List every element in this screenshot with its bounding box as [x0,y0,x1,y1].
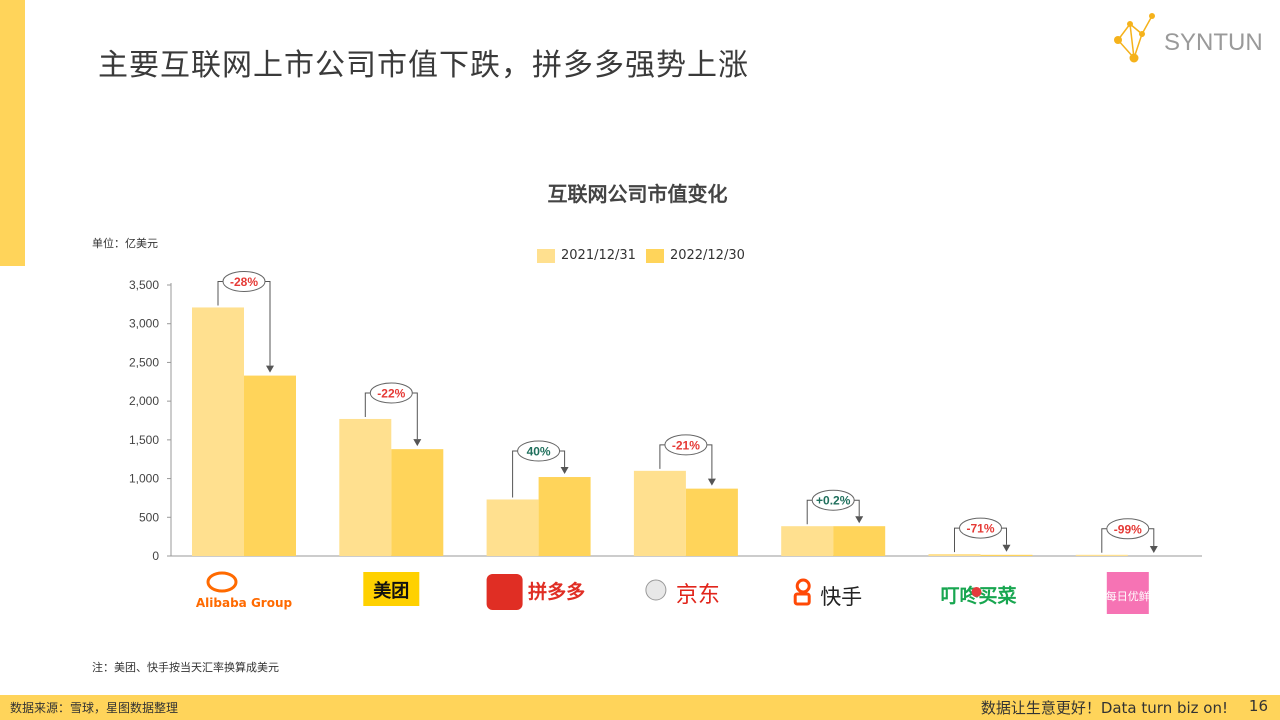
change-arrow [560,467,569,475]
side-accent-bar [0,0,25,266]
change-arrow [266,365,274,373]
legend-swatch-2021 [537,248,555,263]
syntun-logo: SYNTUN [1114,13,1263,63]
page-title: 主要互联网上市公司市值下跌，拼多多强势上涨 [98,48,749,83]
missfresh-logo-icon [1106,572,1149,614]
bar-2021 [633,470,686,556]
legend-item-2021: 2021/12/31 [537,248,636,263]
data-source: 数据来源：雪球，星图数据整理 [10,701,179,715]
legend-item-2022: 2022/12/30 [645,248,745,263]
y-tick-label: 3,500 [129,278,159,292]
kuaishou-logo-icon [795,578,811,594]
kuaishou-logo-icon-base [793,592,811,606]
change-arrow [1002,544,1011,552]
change-arrow [855,516,864,524]
change-label: -71% [966,522,994,536]
change-badge [664,434,708,456]
dingdong-logo-icon [971,587,982,597]
jd-logo-icon [645,579,667,601]
bar-2021 [928,554,981,556]
unit-label: 单位：亿美元 [92,237,158,250]
y-tick-label: 2,500 [129,355,159,369]
bar-2021 [192,307,244,556]
y-tick-label: 1,500 [129,433,159,447]
change-label: -21% [672,438,700,452]
chart-legend: 2021/12/31 2022/12/30 [537,248,745,263]
bar-2022 [391,449,444,556]
bar-2022 [833,526,886,556]
bar-2021 [339,418,392,556]
y-tick-label: 2,000 [129,394,159,408]
bar-2022 [685,488,738,556]
meituan-logo-text: 美团 [373,580,409,602]
change-arrow [413,439,422,447]
change-label: 40% [527,445,551,459]
jd-logo-text: 京东 [676,583,720,608]
change-badge [959,517,1002,539]
missfresh-logo-text: 每日优鲜 [1106,589,1150,603]
y-tick-label: 3,000 [129,317,159,331]
brand-text: SYNTUN [1164,29,1263,56]
bar-2021 [1075,554,1128,556]
change-badge [811,489,855,511]
change-label: +0.2% [816,494,851,508]
y-tick-label: 1,000 [129,472,159,486]
bar-2022 [538,477,591,556]
y-tick-label: 500 [139,510,159,524]
bar-2021 [486,499,539,556]
page-number: 16 [1248,697,1268,715]
change-label: -22% [377,386,405,400]
y-tick-label: 0 [152,549,159,563]
footnote: 注：美团、快手按当天汇率换算成美元 [92,661,279,674]
chart-title: 互联网公司市值变化 [547,182,728,206]
change-label: -99% [1114,522,1142,536]
legend-label-2022: 2022/12/30 [669,248,745,263]
change-arrow [1149,546,1158,553]
market-cap-bar-chart: 0 500 1,000 1,500 2,000 2,500 3,000 3,500 -28% -2… [129,270,1202,614]
change-arrow [707,478,716,486]
kuaishou-logo-text: 快手 [820,585,862,609]
pinduoduo-logo-icon [486,574,523,610]
bar-2022 [244,375,296,556]
footer-bar: 数据来源：雪球，星图数据整理 数据让生意更好！Data turn biz on!… [0,695,1280,720]
bar-2021 [781,526,834,556]
pinduoduo-logo-text: 拼多多 [528,580,585,603]
meituan-logo-icon [363,572,420,606]
bar-2022 [980,554,1033,556]
legend-swatch-2022 [645,248,664,263]
change-label: -28% [230,275,258,289]
change-badge [369,382,413,404]
change-badge [517,440,561,462]
alibaba-logo-icon [206,571,238,593]
alibaba-logo-text: Alibaba Group [196,596,293,610]
legend-label-2021: 2021/12/31 [561,248,636,263]
change-badge [1106,518,1150,540]
footer-slogan: 数据让生意更好！Data turn biz on! [980,699,1228,717]
change-badge [222,270,266,292]
